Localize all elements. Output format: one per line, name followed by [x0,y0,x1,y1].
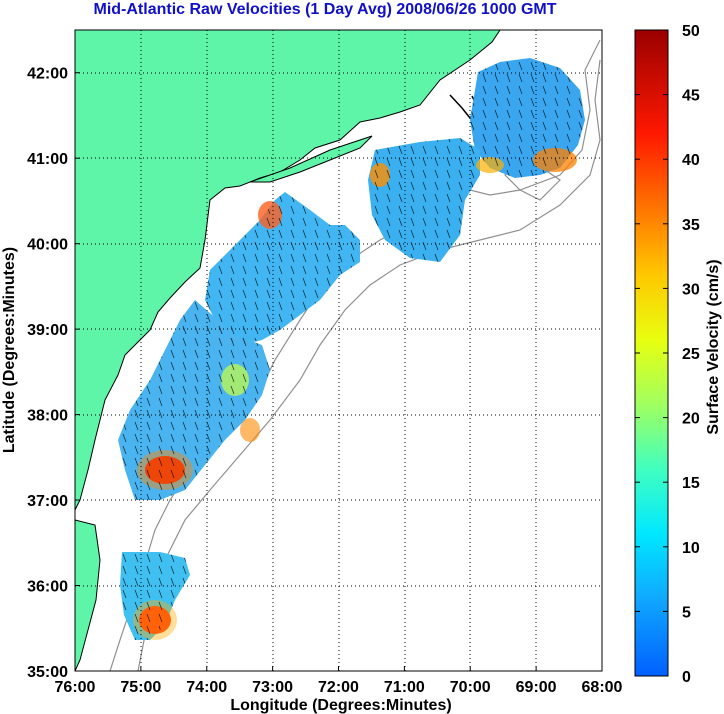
land-south [75,519,101,671]
y-axis-ticks: 42:00 41:00 40:00 39:00 38:00 37:00 36:00 35:00 [27,66,80,681]
y-tick-label: 39:00 [27,322,68,339]
x-axis-ticks: 76:00 75:00 74:00 73:00 72:00 71:00 70:00 69:00… [55,666,623,696]
velocity-vectors [118,58,585,640]
x-tick-label: 71:00 [384,679,425,696]
colorbar-tick-label: 30 [682,281,700,298]
colorbar-tick-label: 45 [682,88,700,105]
colorbar-tick-label: 50 [682,23,700,40]
y-tick-label: 38:00 [27,408,68,425]
land-mass [75,30,501,511]
x-tick-label: 72:00 [318,679,359,696]
x-tick-label: 69:00 [516,679,557,696]
colorbar-tick-label: 10 [682,540,700,557]
x-tick-label: 76:00 [55,679,96,696]
y-axis-label: Latitude (Degrees:Minutes) [1,247,18,453]
y-tick-label: 36:00 [27,579,68,596]
map-title: Mid-Atlantic Raw Velocities (1 Day Avg) … [93,1,557,18]
x-tick-label: 73:00 [252,679,293,696]
y-tick-label: 40:00 [27,237,68,254]
x-tick-label: 68:00 [582,679,623,696]
grid-lines [75,30,602,671]
colorbar-tick-label: 40 [682,152,700,169]
y-tick-label: 42:00 [27,66,68,83]
long-island [249,135,373,183]
y-tick-label: 41:00 [27,151,68,168]
colorbar-tick-label: 35 [682,217,700,234]
colorbar [634,29,669,677]
colorbar-tick-label: 20 [682,411,700,428]
x-axis-label: Longitude (Degrees:Minutes) [230,697,451,714]
x-tick-label: 70:00 [450,679,491,696]
colorbar-tick-label: 15 [682,475,700,492]
colorbar-tick-label: 5 [682,604,691,621]
colorbar-tick-label: 25 [682,346,700,363]
x-tick-label: 75:00 [120,679,161,696]
colorbar-tick-label: 0 [682,669,691,686]
y-tick-label: 35:00 [27,664,68,681]
x-tick-label: 74:00 [186,679,227,696]
y-tick-label: 37:00 [27,493,68,510]
colorbar-label: Surface Velocity (cm/s) [705,259,722,434]
